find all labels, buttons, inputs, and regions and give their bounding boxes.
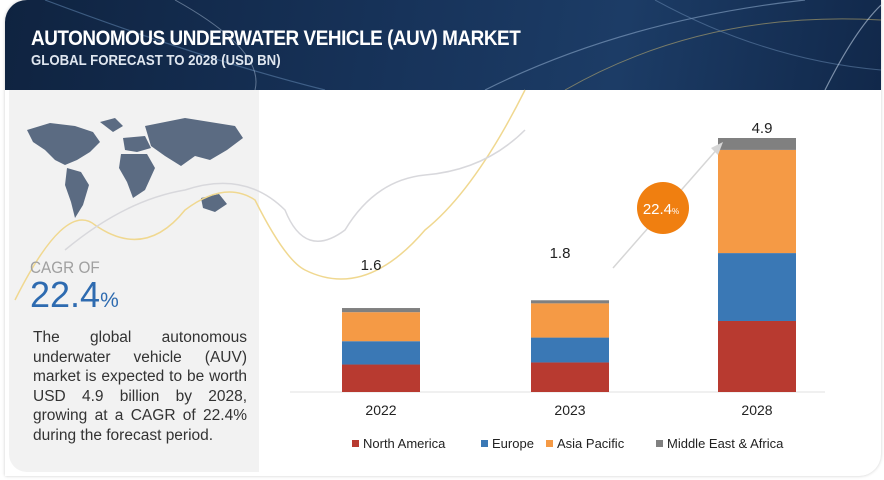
legend-label-north-america: North America (363, 436, 446, 451)
cagr-bubble-text: 22.4% (643, 201, 679, 218)
legend-swatch-europe (481, 440, 488, 447)
total-label-2023: 1.8 (550, 245, 571, 262)
chart-subtitle: GLOBAL FORECAST TO 2028 (USD BN) (31, 52, 281, 69)
infographic: AUTONOMOUS UNDERWATER VEHICLE (AUV) MARK… (5, 0, 881, 476)
decorative-gold-curve (14, 89, 526, 301)
legend-label-asia-pacific: Asia Pacific (557, 436, 625, 451)
bar-segment-2022-middle-east-africa (342, 308, 420, 313)
legend-label-europe: Europe (492, 436, 534, 451)
x-tick-label-2023: 2023 (554, 402, 585, 418)
chart-area: 1.6 2022 1.8 2023 4.9 2028 22.4% North Americ… (14, 89, 825, 451)
header-light-streaks (44, 0, 881, 90)
bar-segment-2023-middle-east-africa (531, 300, 609, 304)
header-banner: AUTONOMOUS UNDERWATER VEHICLE (AUV) MARK… (5, 0, 881, 90)
bar-segment-2022-asia-pacific (342, 312, 420, 342)
bar-segment-2028-asia-pacific (718, 149, 796, 254)
x-tick-label-2022: 2022 (365, 402, 396, 418)
cagr-unit: % (100, 289, 119, 312)
bar-segment-2028-europe (718, 253, 796, 321)
legend-swatch-middle-east-africa (656, 440, 663, 447)
bar-segment-2023-north-america (531, 362, 609, 392)
legend-label-middle-east-africa: Middle East & Africa (667, 436, 784, 451)
bar-segment-2022-north-america (342, 364, 420, 392)
cagr-bubble (637, 182, 689, 234)
legend-swatch-asia-pacific (546, 440, 553, 447)
market-description: The global autonomous underwater vehicle… (33, 329, 247, 444)
cagr-number: 22.4 (30, 274, 101, 315)
bar-segment-2022-europe (342, 341, 420, 365)
bar-segment-2028-north-america (718, 320, 796, 392)
decorative-gray-curve (64, 129, 526, 251)
bar-segment-2023-asia-pacific (531, 303, 609, 338)
cagr-label: CAGR OF (30, 258, 100, 277)
bar-segment-2023-europe (531, 337, 609, 363)
growth-arrow-head (711, 142, 723, 155)
chart-title: AUTONOMOUS UNDERWATER VEHICLE (AUV) MARK… (31, 27, 521, 50)
legend-swatch-north-america (352, 440, 359, 447)
total-label-2028: 4.9 (752, 120, 773, 137)
bar-segment-2028-middle-east-africa (718, 138, 796, 150)
x-tick-label-2028: 2028 (741, 402, 772, 418)
total-label-2022: 1.6 (361, 257, 382, 274)
cagr-value: 22.4% (30, 274, 119, 316)
world-map-icon (27, 118, 243, 218)
